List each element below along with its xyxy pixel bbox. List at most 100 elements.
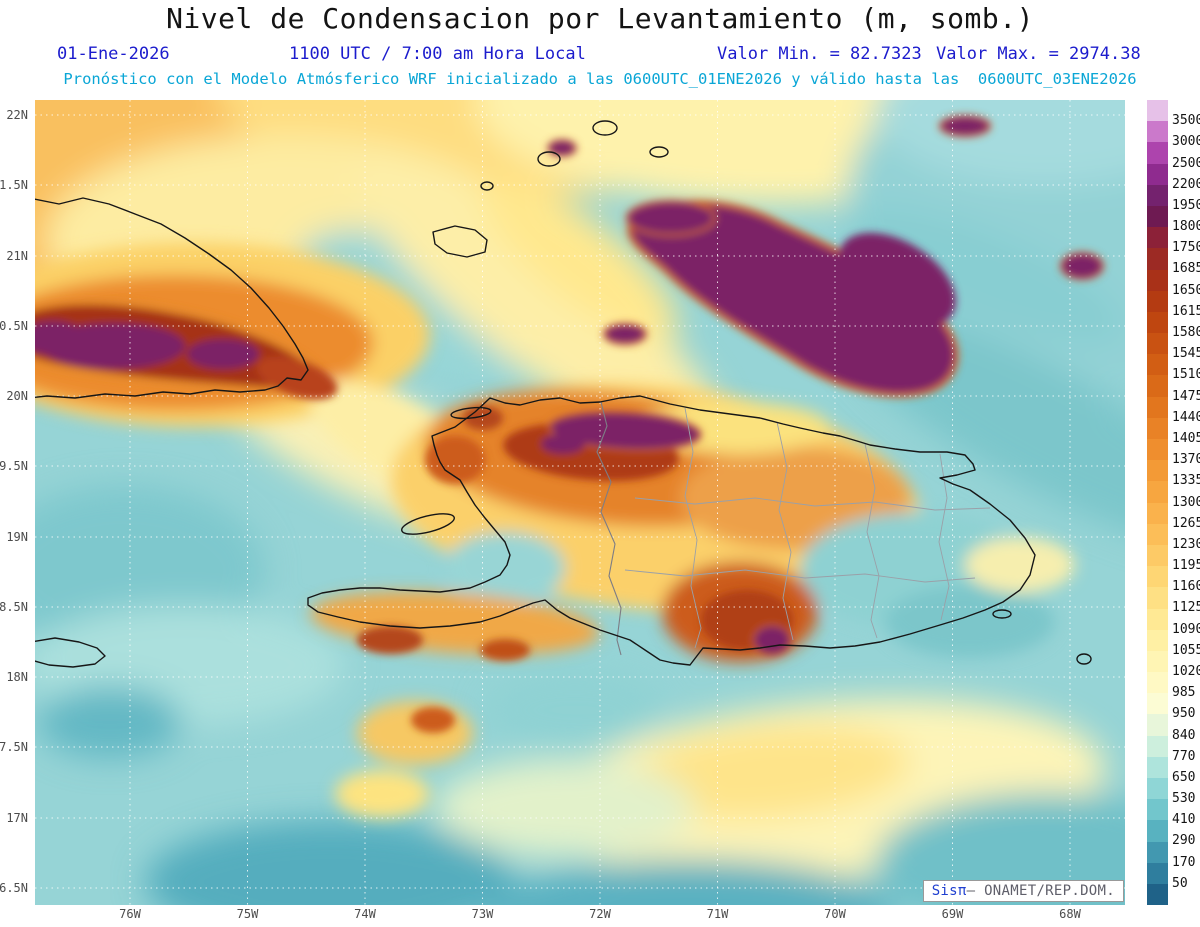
lcl-field-map bbox=[35, 100, 1125, 905]
model-info-label: Pronóstico con el Modelo Atmósferico WRF… bbox=[63, 70, 1137, 88]
x-axis-labels: 76W 75W 74W 73W 72W 71W 70W 69W 68W bbox=[35, 906, 1125, 926]
colorbar-tick-label: 1405 bbox=[1172, 430, 1200, 446]
colorbar-cell bbox=[1147, 629, 1168, 651]
x-tick-label: 73W bbox=[471, 907, 494, 921]
x-tick-label: 76W bbox=[119, 907, 141, 921]
colorbar-tick-label: 1370 bbox=[1172, 452, 1200, 468]
colorbar-tick-label: 530 bbox=[1172, 791, 1196, 807]
y-tick-label: 7.5N bbox=[0, 740, 28, 755]
watermark: Sisπ– ONAMET/REP.DOM. bbox=[922, 880, 1124, 902]
colorbar-tick-label: 290 bbox=[1172, 833, 1196, 849]
colorbar-tick-label: 1545 bbox=[1172, 346, 1200, 362]
colorbar-tick-label: 650 bbox=[1172, 769, 1196, 785]
colorbar-cell bbox=[1147, 693, 1168, 715]
colorbar-tick-label: 1800 bbox=[1172, 219, 1200, 235]
valid-date-label: 01-Ene-2026 bbox=[57, 44, 170, 64]
colorbar-tick-label: 1335 bbox=[1172, 473, 1200, 489]
admin-borders bbox=[596, 401, 991, 656]
colorbar-tick-label: 1160 bbox=[1172, 579, 1200, 595]
colorbar-cell bbox=[1147, 227, 1168, 249]
colorbar-cell bbox=[1147, 566, 1168, 588]
colorbar-cell bbox=[1147, 163, 1168, 185]
great-inagua-island bbox=[432, 225, 488, 258]
colorbar-cell bbox=[1147, 735, 1168, 757]
y-tick-label: 1.5N bbox=[0, 178, 28, 193]
x-tick-label: 68W bbox=[1059, 907, 1081, 921]
colorbar-tick-label: 2500 bbox=[1172, 155, 1200, 171]
colorbar-tick-label: 1440 bbox=[1172, 409, 1200, 425]
y-tick-label: 6.5N bbox=[0, 880, 28, 895]
colorbar-tick-label: 1195 bbox=[1172, 558, 1200, 574]
colorbar-cell bbox=[1147, 799, 1168, 821]
colorbar-tick-label: 1950 bbox=[1172, 197, 1200, 213]
colorbar-cell bbox=[1147, 290, 1168, 312]
colorbar-cell bbox=[1147, 587, 1168, 609]
graticule bbox=[35, 100, 1125, 905]
colorbar-tick-label: 1125 bbox=[1172, 600, 1200, 616]
colorbar-cell bbox=[1147, 608, 1168, 630]
x-tick-label: 69W bbox=[941, 907, 964, 921]
colorbar-tick-label: 1020 bbox=[1172, 663, 1200, 679]
y-tick-label: 8.5N bbox=[0, 599, 28, 614]
colorbar-cell bbox=[1147, 100, 1168, 122]
jamaica-coastline bbox=[35, 637, 106, 668]
y-tick-label: 18N bbox=[6, 670, 28, 685]
colorbar-cell bbox=[1147, 142, 1168, 164]
colorbar-cell bbox=[1147, 354, 1168, 376]
colorbar-cell bbox=[1147, 883, 1168, 906]
watermark-brand: Sisπ bbox=[931, 883, 967, 899]
y-tick-label: 19N bbox=[6, 529, 28, 544]
cuba-coastline bbox=[35, 197, 309, 399]
y-axis-labels: 22N 1.5N 21N 0.5N 20N 9.5N 19N 8.5N 18N 7.5N 17N 6.… bbox=[0, 100, 31, 905]
colorbar-cell bbox=[1147, 269, 1168, 291]
colorbar-tick-label: 1300 bbox=[1172, 494, 1200, 510]
colorbar-cell bbox=[1147, 184, 1168, 206]
colorbar-cell bbox=[1147, 502, 1168, 524]
colorbar-tick-label: 1230 bbox=[1172, 536, 1200, 552]
colorbar-cell bbox=[1147, 862, 1168, 884]
colorbar-cell bbox=[1147, 121, 1168, 143]
colorbar-cell bbox=[1147, 820, 1168, 842]
colorbar-cell bbox=[1147, 205, 1168, 228]
colorbar-cell bbox=[1147, 248, 1168, 270]
saona-island bbox=[992, 609, 1012, 619]
colorbar-cell bbox=[1147, 523, 1168, 545]
colorbar-cell bbox=[1147, 544, 1168, 567]
colorbar-tick-label: 770 bbox=[1172, 748, 1196, 764]
colorbar-tick-label: 170 bbox=[1172, 854, 1196, 870]
colorbar-cell bbox=[1147, 650, 1168, 673]
x-tick-label: 70W bbox=[824, 907, 846, 921]
colorbar-tick-label: 1090 bbox=[1172, 621, 1200, 637]
colorbar-tick-label: 410 bbox=[1172, 812, 1196, 828]
colorbar-tick-label: 840 bbox=[1172, 727, 1196, 743]
map-canvas: Sisπ– ONAMET/REP.DOM. bbox=[35, 100, 1125, 905]
colorbar-cell bbox=[1147, 756, 1168, 778]
colorbar bbox=[1147, 100, 1168, 906]
colorbar-cell bbox=[1147, 841, 1168, 863]
y-tick-label: 0.5N bbox=[0, 318, 28, 333]
watermark-org: – ONAMET/REP.DOM. bbox=[966, 883, 1115, 899]
colorbar-cell bbox=[1147, 714, 1168, 736]
colorbar-cell bbox=[1147, 333, 1168, 355]
y-tick-label: 17N bbox=[6, 810, 28, 825]
colorbar-tick-label: 1615 bbox=[1172, 303, 1200, 319]
y-tick-label: 20N bbox=[6, 389, 28, 404]
colorbar-tick-label: 50 bbox=[1172, 875, 1188, 891]
x-tick-label: 74W bbox=[354, 907, 376, 921]
chart-title: Nivel de Condensacion por Levantamiento … bbox=[166, 2, 1034, 35]
hispaniola-coastline bbox=[307, 395, 1036, 666]
colorbar-cell bbox=[1147, 417, 1168, 439]
colorbar-cell bbox=[1147, 778, 1168, 800]
x-tick-label: 75W bbox=[236, 907, 259, 921]
x-tick-label: 72W bbox=[589, 907, 611, 921]
tortuga-island bbox=[450, 406, 492, 420]
turks-island bbox=[592, 120, 618, 136]
y-tick-label: 21N bbox=[6, 248, 28, 263]
colorbar-cell bbox=[1147, 396, 1168, 418]
gonave-island bbox=[401, 513, 455, 535]
value-max-label: Valor Max. = 2974.38 bbox=[936, 44, 1141, 64]
colorbar-tick-label: 3000 bbox=[1172, 134, 1200, 150]
colorbar-tick-label: 1265 bbox=[1172, 515, 1200, 531]
colorbar-tick-label: 1650 bbox=[1172, 282, 1200, 298]
